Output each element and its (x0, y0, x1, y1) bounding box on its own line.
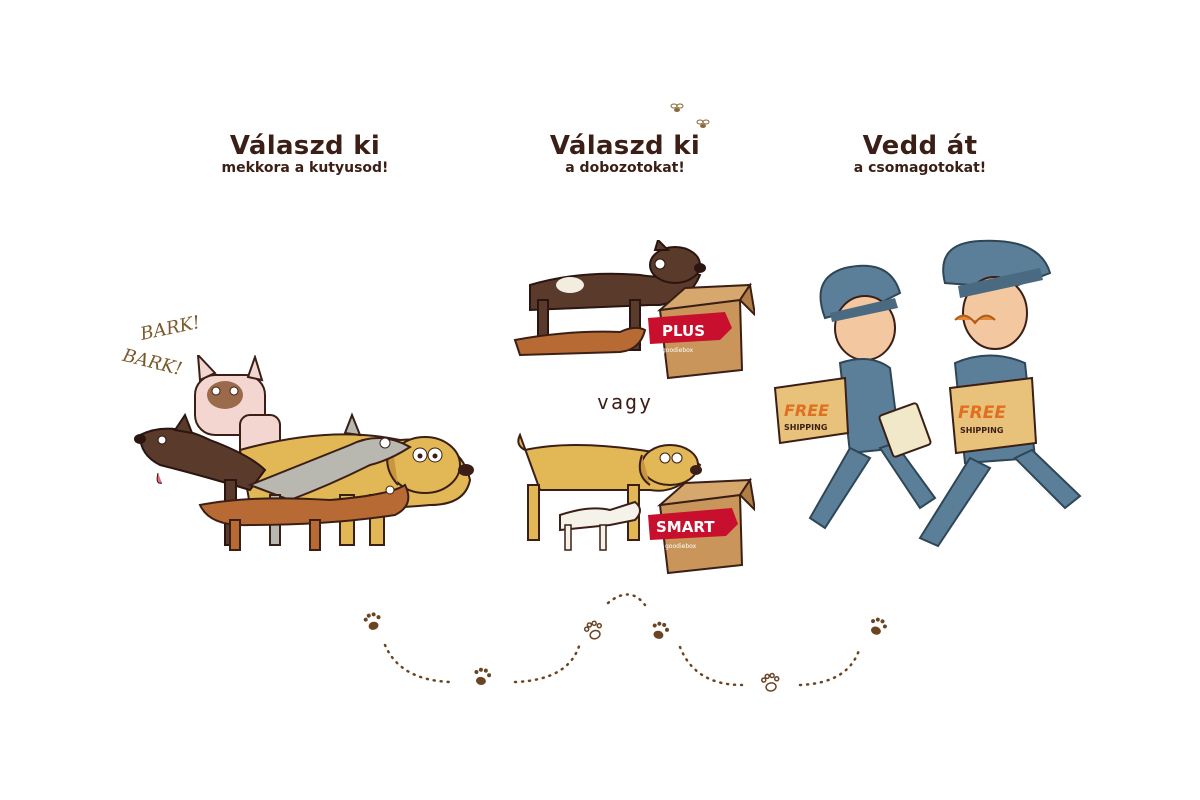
parcel-left-free: FREE (784, 401, 829, 420)
dog-pack-illustration (134, 355, 474, 551)
dachshund-dog (198, 483, 410, 551)
paw-print-icon (760, 672, 780, 692)
plus-box: PLUS goodiebox (648, 282, 755, 380)
step-3-subtitle: a csomagotokat! (853, 160, 987, 176)
step-2-heading: Válaszd ki a dobozotokat! (520, 132, 730, 176)
parcel-right-shipping: SHIPPING (960, 426, 1003, 435)
smart-box: SMART goodiebox (648, 477, 755, 575)
clipboard (878, 402, 932, 458)
smart-box-brand: goodiebox (665, 543, 697, 550)
step-2-subtitle: a dobozotokat! (565, 160, 685, 176)
bark-text-1: BARK! (138, 311, 202, 346)
step-3-title: Vedd át (862, 131, 978, 161)
smart-box-label: SMART (656, 518, 715, 536)
paw-print-icon (363, 612, 381, 630)
small-dachshund (513, 326, 647, 357)
paw-print-icon (652, 621, 670, 639)
paw-print-icon (583, 620, 602, 640)
or-label: vagy (596, 390, 654, 414)
smart-box-illustration: SMART goodiebox (517, 432, 755, 575)
plus-box-brand: goodiebox (662, 347, 694, 354)
flies-icon (670, 103, 710, 128)
plus-box-illustration: PLUS goodiebox (513, 240, 755, 380)
paw-trail (363, 593, 887, 692)
courier-right: FREE SHIPPING (878, 239, 1082, 548)
step-3-heading: Vedd át a csomagotokat! (820, 132, 1020, 176)
plus-box-label: PLUS (662, 322, 705, 340)
delivery-couriers-illustration: FREE SHIPPING FREE SHIPPING (773, 239, 1082, 548)
step-1-subtitle: mekkora a kutyusod! (221, 160, 389, 176)
parcel-left-shipping: SHIPPING (784, 423, 827, 432)
paw-print-icon (474, 667, 492, 685)
small-white-dog (559, 500, 641, 551)
yellow-dog-2 (517, 432, 702, 541)
parcel-left: FREE SHIPPING (773, 376, 850, 445)
parcel-right: FREE SHIPPING (948, 376, 1038, 455)
dark-spotted-dog (529, 240, 706, 351)
parcel-right-free: FREE (958, 403, 1006, 423)
step-1-title: Válaszd ki (229, 131, 381, 161)
paw-print-icon (871, 617, 887, 635)
courier-left: FREE SHIPPING (773, 264, 937, 530)
step-2-title: Válaszd ki (549, 131, 701, 161)
step-1-heading: Válaszd ki mekkora a kutyusod! (190, 132, 420, 176)
